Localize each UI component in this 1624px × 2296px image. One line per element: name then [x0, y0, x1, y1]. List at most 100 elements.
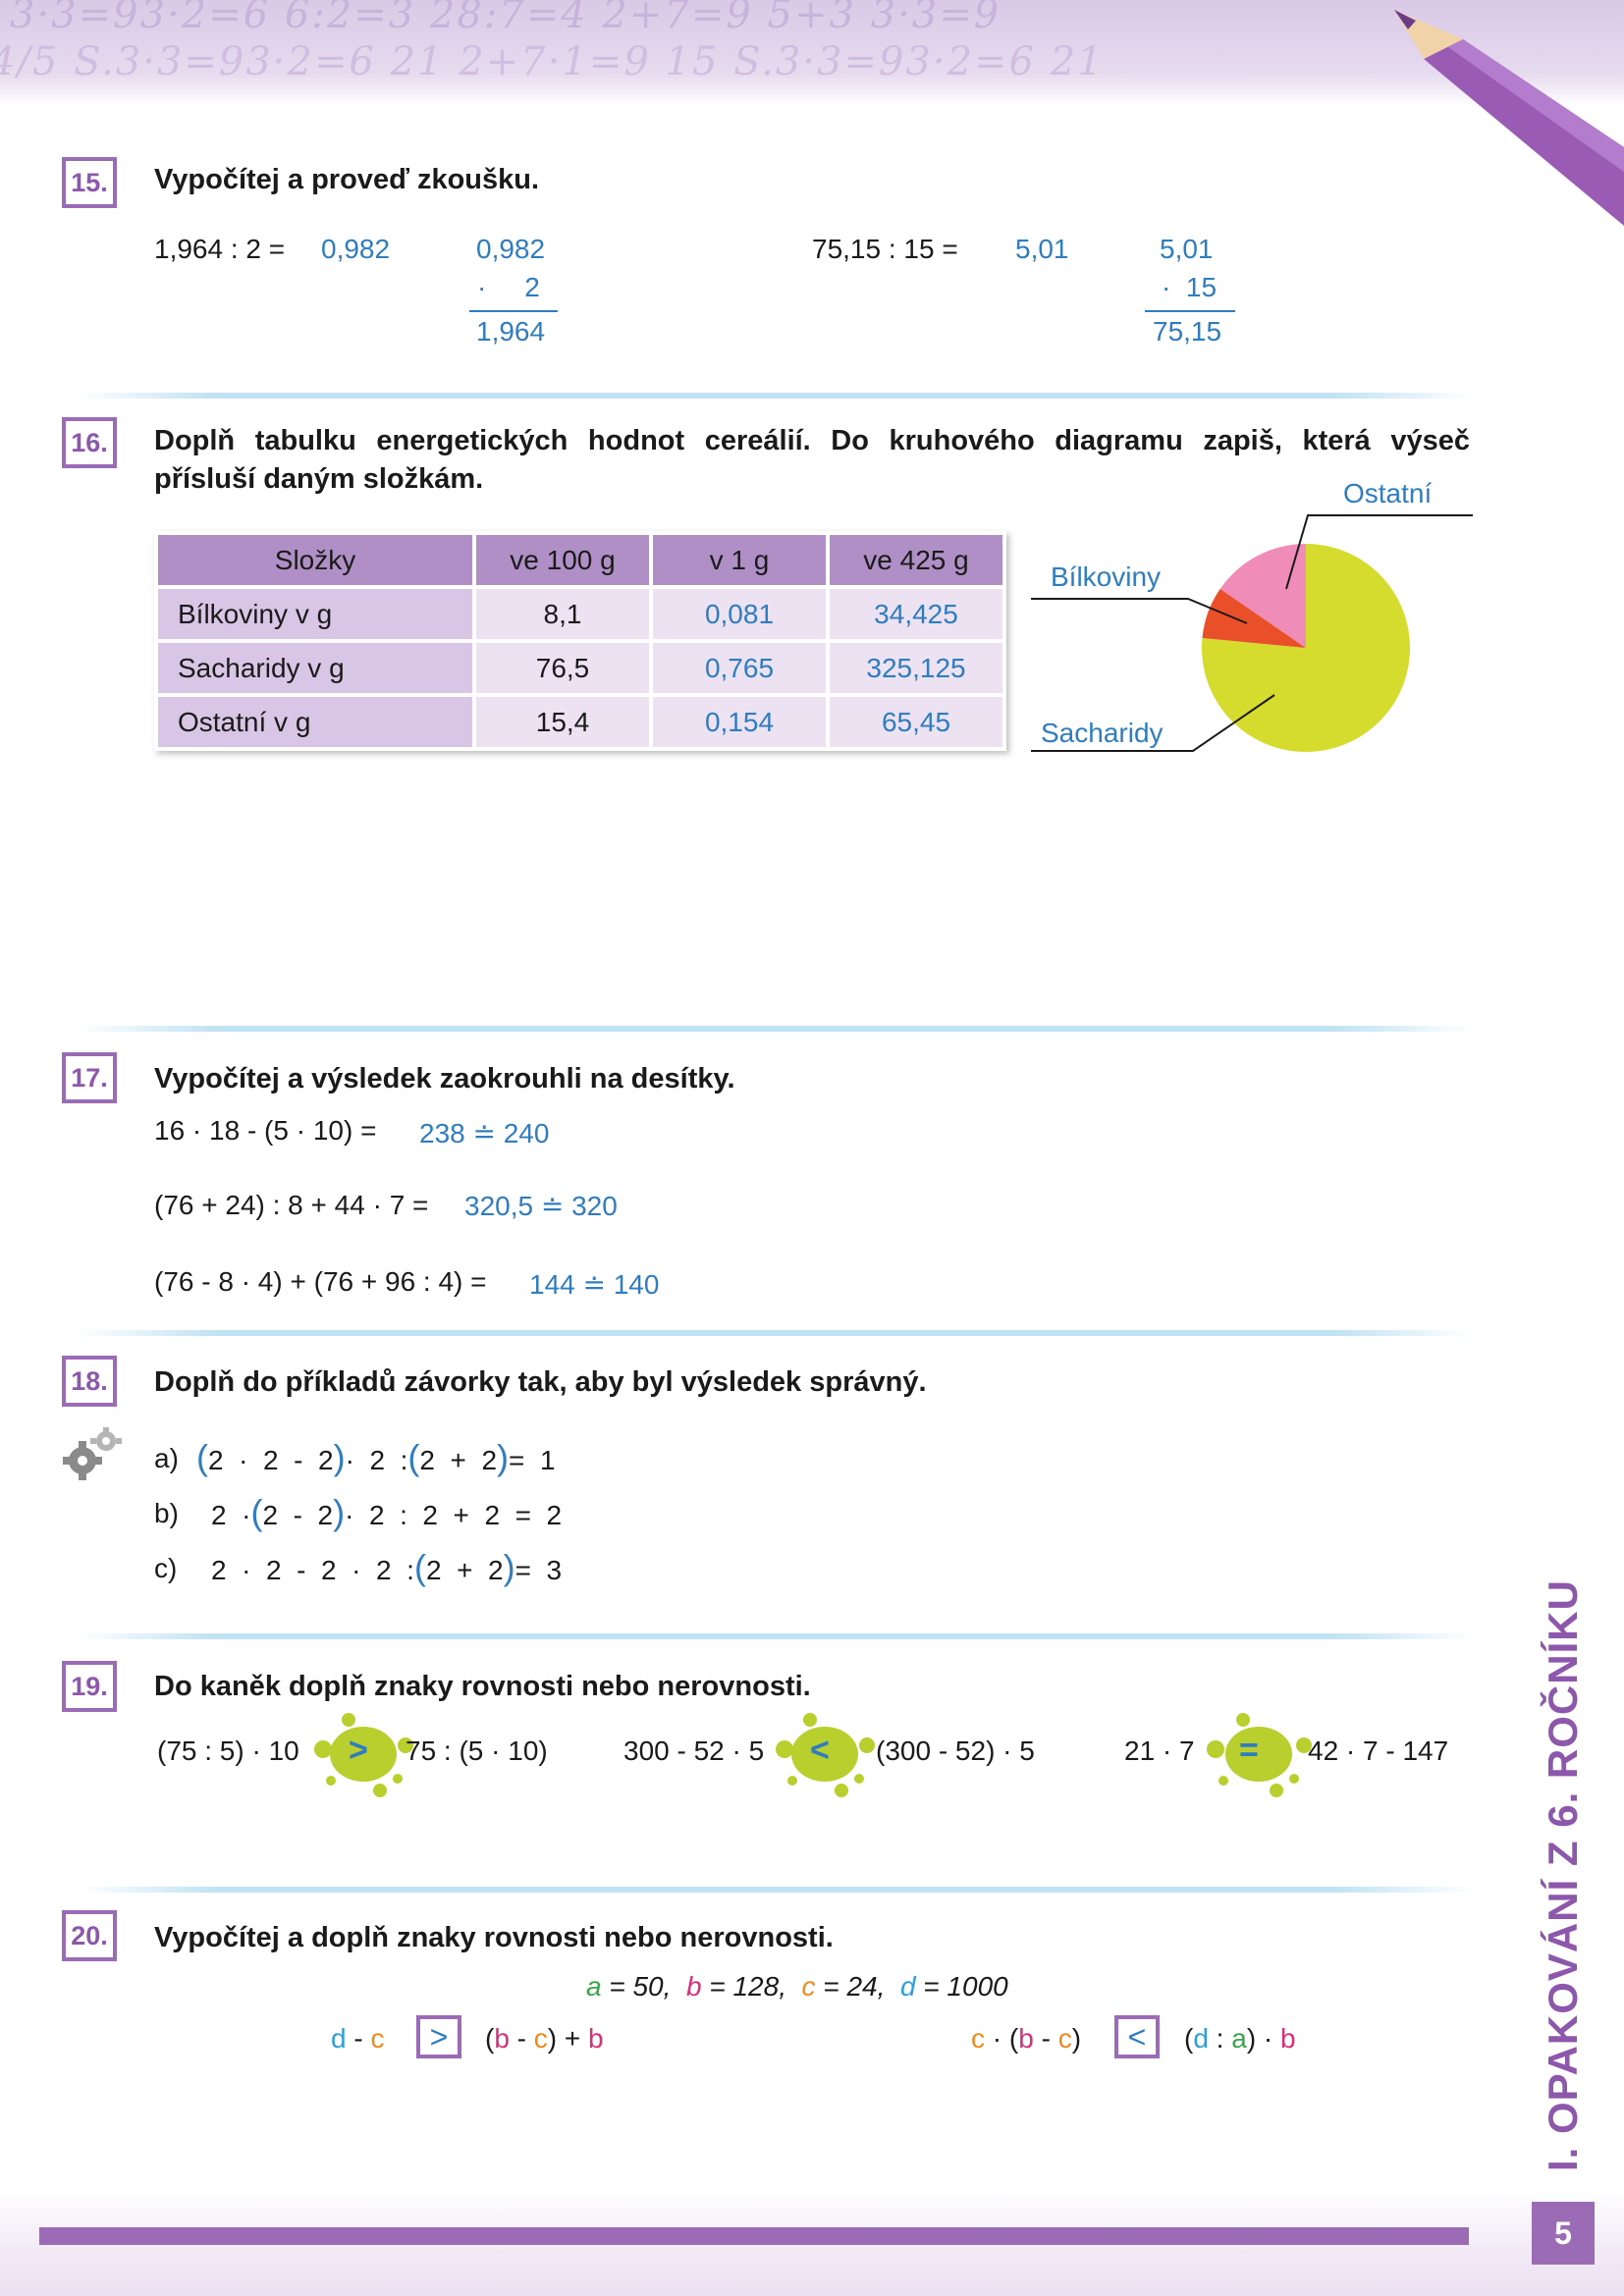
exercise-20-title: Vypočítej a doplň znaky rovnosti nebo ne… — [154, 1922, 834, 1953]
ex17-answer-1: 238 ≐ 240 — [419, 1118, 550, 1148]
table-cell-answer: 0,081 — [653, 589, 826, 639]
ex20-right-sign-box[interactable]: < — [1114, 2015, 1160, 2058]
expression-part: = 1 — [509, 1445, 556, 1475]
exercise-18-title: Doplň do příkladů závorky tak, aby byl v… — [154, 1366, 927, 1398]
ex15-left-check-top: 0,982 — [476, 234, 546, 264]
var-c: c — [370, 2023, 385, 2054]
table-header-cell: ve 425 g — [830, 535, 1002, 585]
var-c-value: = 24, — [815, 1971, 886, 2002]
exercise-15-title: Vypočítej a proveď zkoušku. — [154, 164, 540, 195]
table-cell-answer: 34,425 — [830, 589, 1002, 639]
ex15-left-check-result: 1,964 — [476, 316, 546, 347]
ex18-row-a: (2 · 2 - 2)· 2 :(2 + 2)= 1 — [196, 1437, 556, 1478]
var-c: c — [801, 1971, 816, 2002]
ex19-item3-sign: = — [1239, 1732, 1259, 1769]
section-separator — [79, 1633, 1473, 1639]
ex19-item2-right: (300 - 52) · 5 — [876, 1735, 1035, 1766]
exercise-number-15: 15. — [62, 157, 117, 208]
ex15-right-check-mult: · 15 — [1162, 272, 1218, 302]
ex19-item1-sign: > — [349, 1732, 368, 1769]
pie-slice-ostatní — [1219, 544, 1306, 648]
ex20-left-sign-box[interactable]: > — [416, 2015, 461, 2058]
exercise-17-title: Vypočítej a výsledek zaokrouhli na desít… — [154, 1063, 735, 1095]
var-d: d — [331, 2023, 347, 2054]
ex15-left-answer: 0,982 — [321, 234, 391, 264]
var-d: d — [899, 1971, 916, 2002]
pie-label-bilkoviny: Bílkoviny — [1051, 561, 1161, 592]
exercise-number-16: 16. — [62, 417, 117, 468]
page-number: 5 — [1532, 2202, 1595, 2265]
expression-part: 2 · 2 - 2 · 2 : — [211, 1555, 414, 1585]
var-d: d — [1193, 2023, 1209, 2054]
ex20-left-expression: d - c — [331, 2023, 385, 2054]
ex15-right-divider — [1145, 310, 1235, 312]
var-a: a — [586, 1971, 602, 2002]
ex15-left-check-mult: · 2 — [477, 272, 540, 302]
var-b: b — [588, 2023, 604, 2054]
section-separator — [79, 393, 1473, 399]
table-cell-answer: 0,765 — [653, 643, 826, 693]
bracket: ) — [497, 1437, 510, 1477]
exercise-19-title: Do kaněk doplň znaky rovnosti nebo nerov… — [154, 1671, 811, 1702]
exercise-number-17: 17. — [62, 1052, 117, 1103]
ex18-row-c-label: c) — [154, 1553, 178, 1583]
bracket: ) — [503, 1547, 515, 1587]
header-scribble: 3·3=93·2=6 6:2=3 28:7=4 2+7=9 5+3 3·3=9 — [10, 0, 1001, 37]
ex19-item1-left: (75 : 5) · 10 — [157, 1735, 299, 1766]
ex18-row-c: 2 · 2 - 2 · 2 :(2 + 2)= 3 — [211, 1547, 562, 1588]
ex15-right-check-top: 5,01 — [1160, 234, 1214, 264]
table-row-label: Sacharidy v g — [158, 643, 472, 693]
pie-label-sacharidy: Sacharidy — [1041, 718, 1164, 748]
ex20-left-right-expression: (b - c) + b — [485, 2023, 604, 2054]
ex15-left-expression: 1,964 : 2 = — [154, 234, 286, 264]
bracket: ) — [333, 1437, 346, 1477]
ex17-expression-2: (76 + 24) : 8 + 44 · 7 = — [154, 1190, 429, 1220]
var-b: b — [685, 1971, 702, 2002]
energy-table: Složky ve 100 g v 1 g ve 425 g Bílkoviny… — [154, 531, 1006, 751]
ex19-item2-sign: < — [810, 1732, 830, 1769]
ex18-row-b-label: b) — [154, 1498, 179, 1528]
header-scribble-2: 4/5 S.3·3=93·2=6 21 2+7·1=9 15 S.3·3=93·… — [0, 39, 1105, 84]
ex17-expression-1: 16 · 18 - (5 · 10) = — [154, 1115, 377, 1146]
leader-line-bilkoviny — [1031, 598, 1248, 624]
splash-icon — [314, 1713, 413, 1797]
ex15-left-divider — [469, 310, 558, 312]
section-separator — [79, 1887, 1473, 1893]
pie-chart: Ostatní Bílkoviny Sacharidy — [1031, 478, 1473, 752]
table-cell: 8,1 — [476, 589, 649, 639]
splash-icon — [1207, 1713, 1312, 1797]
var-b: b — [1018, 2023, 1034, 2054]
ex20-variable-values: a = 50, b = 128, c = 24, d = 1000 — [586, 1971, 1008, 2002]
table-row: Ostatní v g 15,4 0,154 65,45 — [158, 697, 1002, 747]
footer-bar — [39, 2227, 1469, 2245]
ex19-item3-left: 21 · 7 — [1124, 1735, 1195, 1766]
splash-icon — [776, 1713, 875, 1797]
ex17-answer-3: 144 ≐ 140 — [529, 1269, 660, 1300]
table-cell: 76,5 — [476, 643, 649, 693]
ex15-right-check-result: 75,15 — [1153, 316, 1222, 347]
ex19-item1-right: 75 : (5 · 10) — [406, 1735, 548, 1766]
ex18-row-b: 2 ·(2 - 2)· 2 : 2 + 2 = 2 — [211, 1492, 562, 1533]
var-b: b — [1280, 2023, 1296, 2054]
ex19-item3-right: 42 · 7 - 147 — [1308, 1735, 1449, 1766]
table-row: Bílkoviny v g 8,1 0,081 34,425 — [158, 589, 1002, 639]
table-cell-answer: 325,125 — [830, 643, 1002, 693]
table-row-label: Ostatní v g — [158, 697, 472, 747]
pie-slice-bílkoviny — [1202, 588, 1306, 648]
expression-part: 2 · 2 - 2 — [208, 1445, 334, 1475]
var-d-value: = 1000 — [915, 1971, 1008, 2002]
ex19-item2-left: 300 - 52 · 5 — [623, 1735, 765, 1766]
var-b-value: = 128, — [701, 1971, 786, 2002]
bracket: ( — [196, 1437, 208, 1477]
ex18-row-a-label: a) — [154, 1443, 179, 1473]
bracket: ( — [413, 1547, 426, 1587]
expression-part: · 2 : 2 + 2 = 2 — [345, 1500, 563, 1530]
var-a-value: = 50, — [601, 1971, 672, 2002]
ex17-expression-3: (76 - 8 · 4) + (76 + 96 : 4) = — [154, 1266, 487, 1297]
exercise-16-title-line2: přísluší daným složkám. — [154, 463, 484, 495]
exercise-number-18: 18. — [62, 1356, 117, 1407]
exercise-16-title-line1: Doplň tabulku energetických hodnot cereá… — [154, 425, 1470, 456]
expression-part: 2 · — [211, 1500, 251, 1530]
ex17-answer-2: 320,5 ≐ 320 — [464, 1191, 618, 1221]
table-header-cell: ve 100 g — [476, 535, 649, 585]
